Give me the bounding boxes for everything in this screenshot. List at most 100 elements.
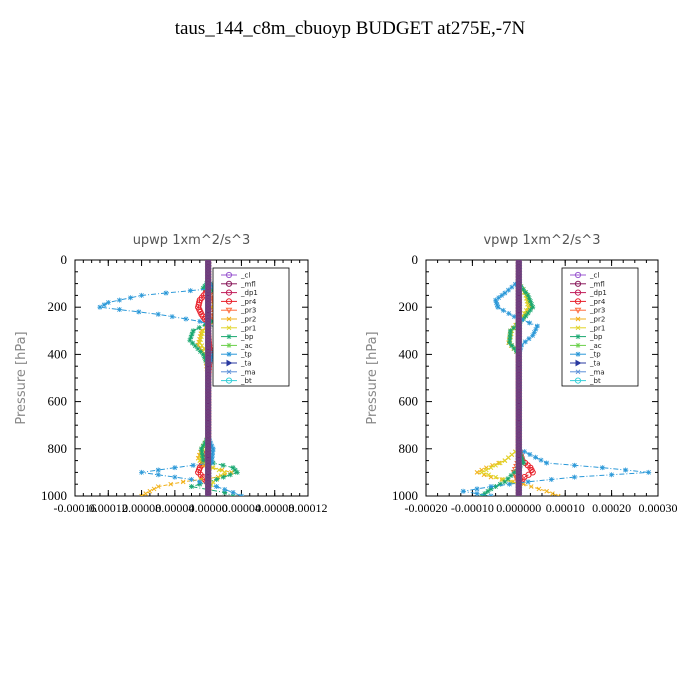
data-point bbox=[210, 465, 216, 471]
data-point bbox=[189, 484, 194, 490]
data-point bbox=[500, 307, 506, 313]
data-point bbox=[485, 488, 491, 494]
data-point bbox=[208, 460, 214, 466]
y-tick-label: 0 bbox=[412, 252, 419, 267]
data-point bbox=[97, 304, 103, 310]
data-point bbox=[525, 479, 531, 485]
data-point bbox=[147, 488, 153, 494]
data-point bbox=[544, 460, 550, 466]
legend-item: _tp bbox=[221, 351, 252, 359]
data-point bbox=[225, 280, 233, 287]
data-point bbox=[538, 457, 544, 463]
legend-item: _dp1 bbox=[570, 289, 607, 297]
data-point bbox=[197, 340, 203, 345]
data-point bbox=[226, 369, 232, 375]
data-point bbox=[226, 316, 232, 322]
data-point bbox=[200, 455, 206, 461]
data-point bbox=[202, 440, 208, 446]
data-point bbox=[493, 474, 498, 480]
chart-panel-2: vpwp 1xm^2/s^3 Pressure [hPa] 0 200 400 600 80… bbox=[365, 233, 678, 515]
legend-label: _pr3 bbox=[589, 307, 605, 315]
legend-item: _cl bbox=[221, 272, 250, 280]
legend: _cl_mfl_dp1_pr4_pr3_pr2_pr1_bp_ac_tp_ta_… bbox=[561, 267, 639, 387]
legend-label: _mfl bbox=[240, 280, 256, 288]
data-point bbox=[105, 299, 111, 305]
zero-profile-stack bbox=[205, 260, 212, 496]
data-point bbox=[502, 458, 508, 463]
data-point bbox=[155, 467, 161, 473]
legend-label: _pr4 bbox=[589, 298, 606, 306]
data-point bbox=[199, 452, 205, 458]
data-point bbox=[232, 467, 238, 473]
data-point bbox=[534, 323, 540, 329]
data-point bbox=[507, 328, 513, 334]
data-point bbox=[189, 331, 195, 337]
data-point bbox=[226, 342, 232, 348]
data-point bbox=[497, 460, 503, 466]
legend: _cl_mfl_dp1_pr4_pr3_pr2_pr1_bp_ac_tp_ta_… bbox=[212, 267, 290, 387]
data-point bbox=[238, 493, 244, 496]
legend-item: _mfl bbox=[570, 280, 605, 288]
data-point bbox=[506, 310, 512, 316]
series-bp bbox=[479, 260, 536, 496]
data-point bbox=[646, 469, 652, 475]
data-point bbox=[574, 307, 582, 314]
legend-label: _pr4 bbox=[240, 298, 257, 306]
data-point bbox=[474, 470, 480, 475]
legend-item: _bt bbox=[570, 377, 601, 385]
data-point bbox=[208, 318, 214, 324]
data-point bbox=[225, 377, 233, 384]
data-point bbox=[209, 454, 215, 460]
data-point bbox=[548, 476, 554, 482]
legend-item: _ac bbox=[570, 342, 602, 350]
x-tick-label: 0.00010 bbox=[546, 501, 585, 515]
legend-item: _pr1 bbox=[570, 324, 605, 332]
data-point bbox=[143, 491, 149, 496]
legend-item: _bp bbox=[570, 333, 603, 341]
data-point bbox=[497, 481, 503, 487]
x-tick-label: -0.00020 bbox=[405, 501, 448, 515]
legend-label: _tp bbox=[240, 351, 252, 359]
data-point bbox=[222, 487, 228, 493]
legend-item: _ma bbox=[570, 368, 605, 376]
data-point bbox=[222, 470, 228, 475]
legend-item: _bt bbox=[221, 377, 252, 385]
data-point bbox=[199, 343, 205, 348]
data-point bbox=[502, 290, 508, 296]
data-point bbox=[488, 484, 494, 490]
data-point bbox=[533, 326, 539, 332]
page-title: taus_144_c8m_cbuoyp BUDGET at275E,-7N bbox=[174, 18, 526, 39]
data-point bbox=[528, 484, 534, 489]
legend-item: _ac bbox=[221, 342, 253, 350]
legend-item: _mfl bbox=[221, 280, 256, 288]
legend-label: _tp bbox=[589, 351, 601, 359]
data-point bbox=[483, 467, 489, 473]
legend-label: _ta bbox=[589, 360, 601, 368]
data-point bbox=[230, 489, 236, 495]
data-point bbox=[210, 446, 216, 452]
x-tick-label: 0.00030 bbox=[639, 501, 678, 515]
legend-label: _mfl bbox=[589, 280, 605, 288]
legend-label: _dp1 bbox=[240, 289, 258, 297]
data-point bbox=[139, 469, 145, 475]
data-point bbox=[197, 318, 203, 324]
zero-profile-stack bbox=[515, 260, 522, 496]
data-point bbox=[575, 334, 581, 340]
data-point bbox=[101, 302, 107, 308]
x-tick-label: 0.00008 bbox=[255, 501, 294, 515]
data-point bbox=[127, 295, 133, 301]
y-tick-label: 200 bbox=[399, 299, 419, 314]
data-point bbox=[527, 451, 533, 457]
data-point bbox=[531, 329, 537, 335]
legend-label: _ta bbox=[240, 360, 252, 368]
legend-label: _bp bbox=[589, 333, 603, 341]
x-tick-label: 0.00004 bbox=[222, 501, 261, 515]
legend-item: _cl bbox=[570, 272, 599, 280]
data-point bbox=[522, 339, 528, 345]
data-point bbox=[574, 298, 582, 305]
data-point bbox=[571, 462, 577, 468]
legend-label: _pr1 bbox=[589, 324, 605, 332]
x-tick-label: 0.000000 bbox=[496, 501, 541, 515]
data-point bbox=[216, 467, 222, 473]
